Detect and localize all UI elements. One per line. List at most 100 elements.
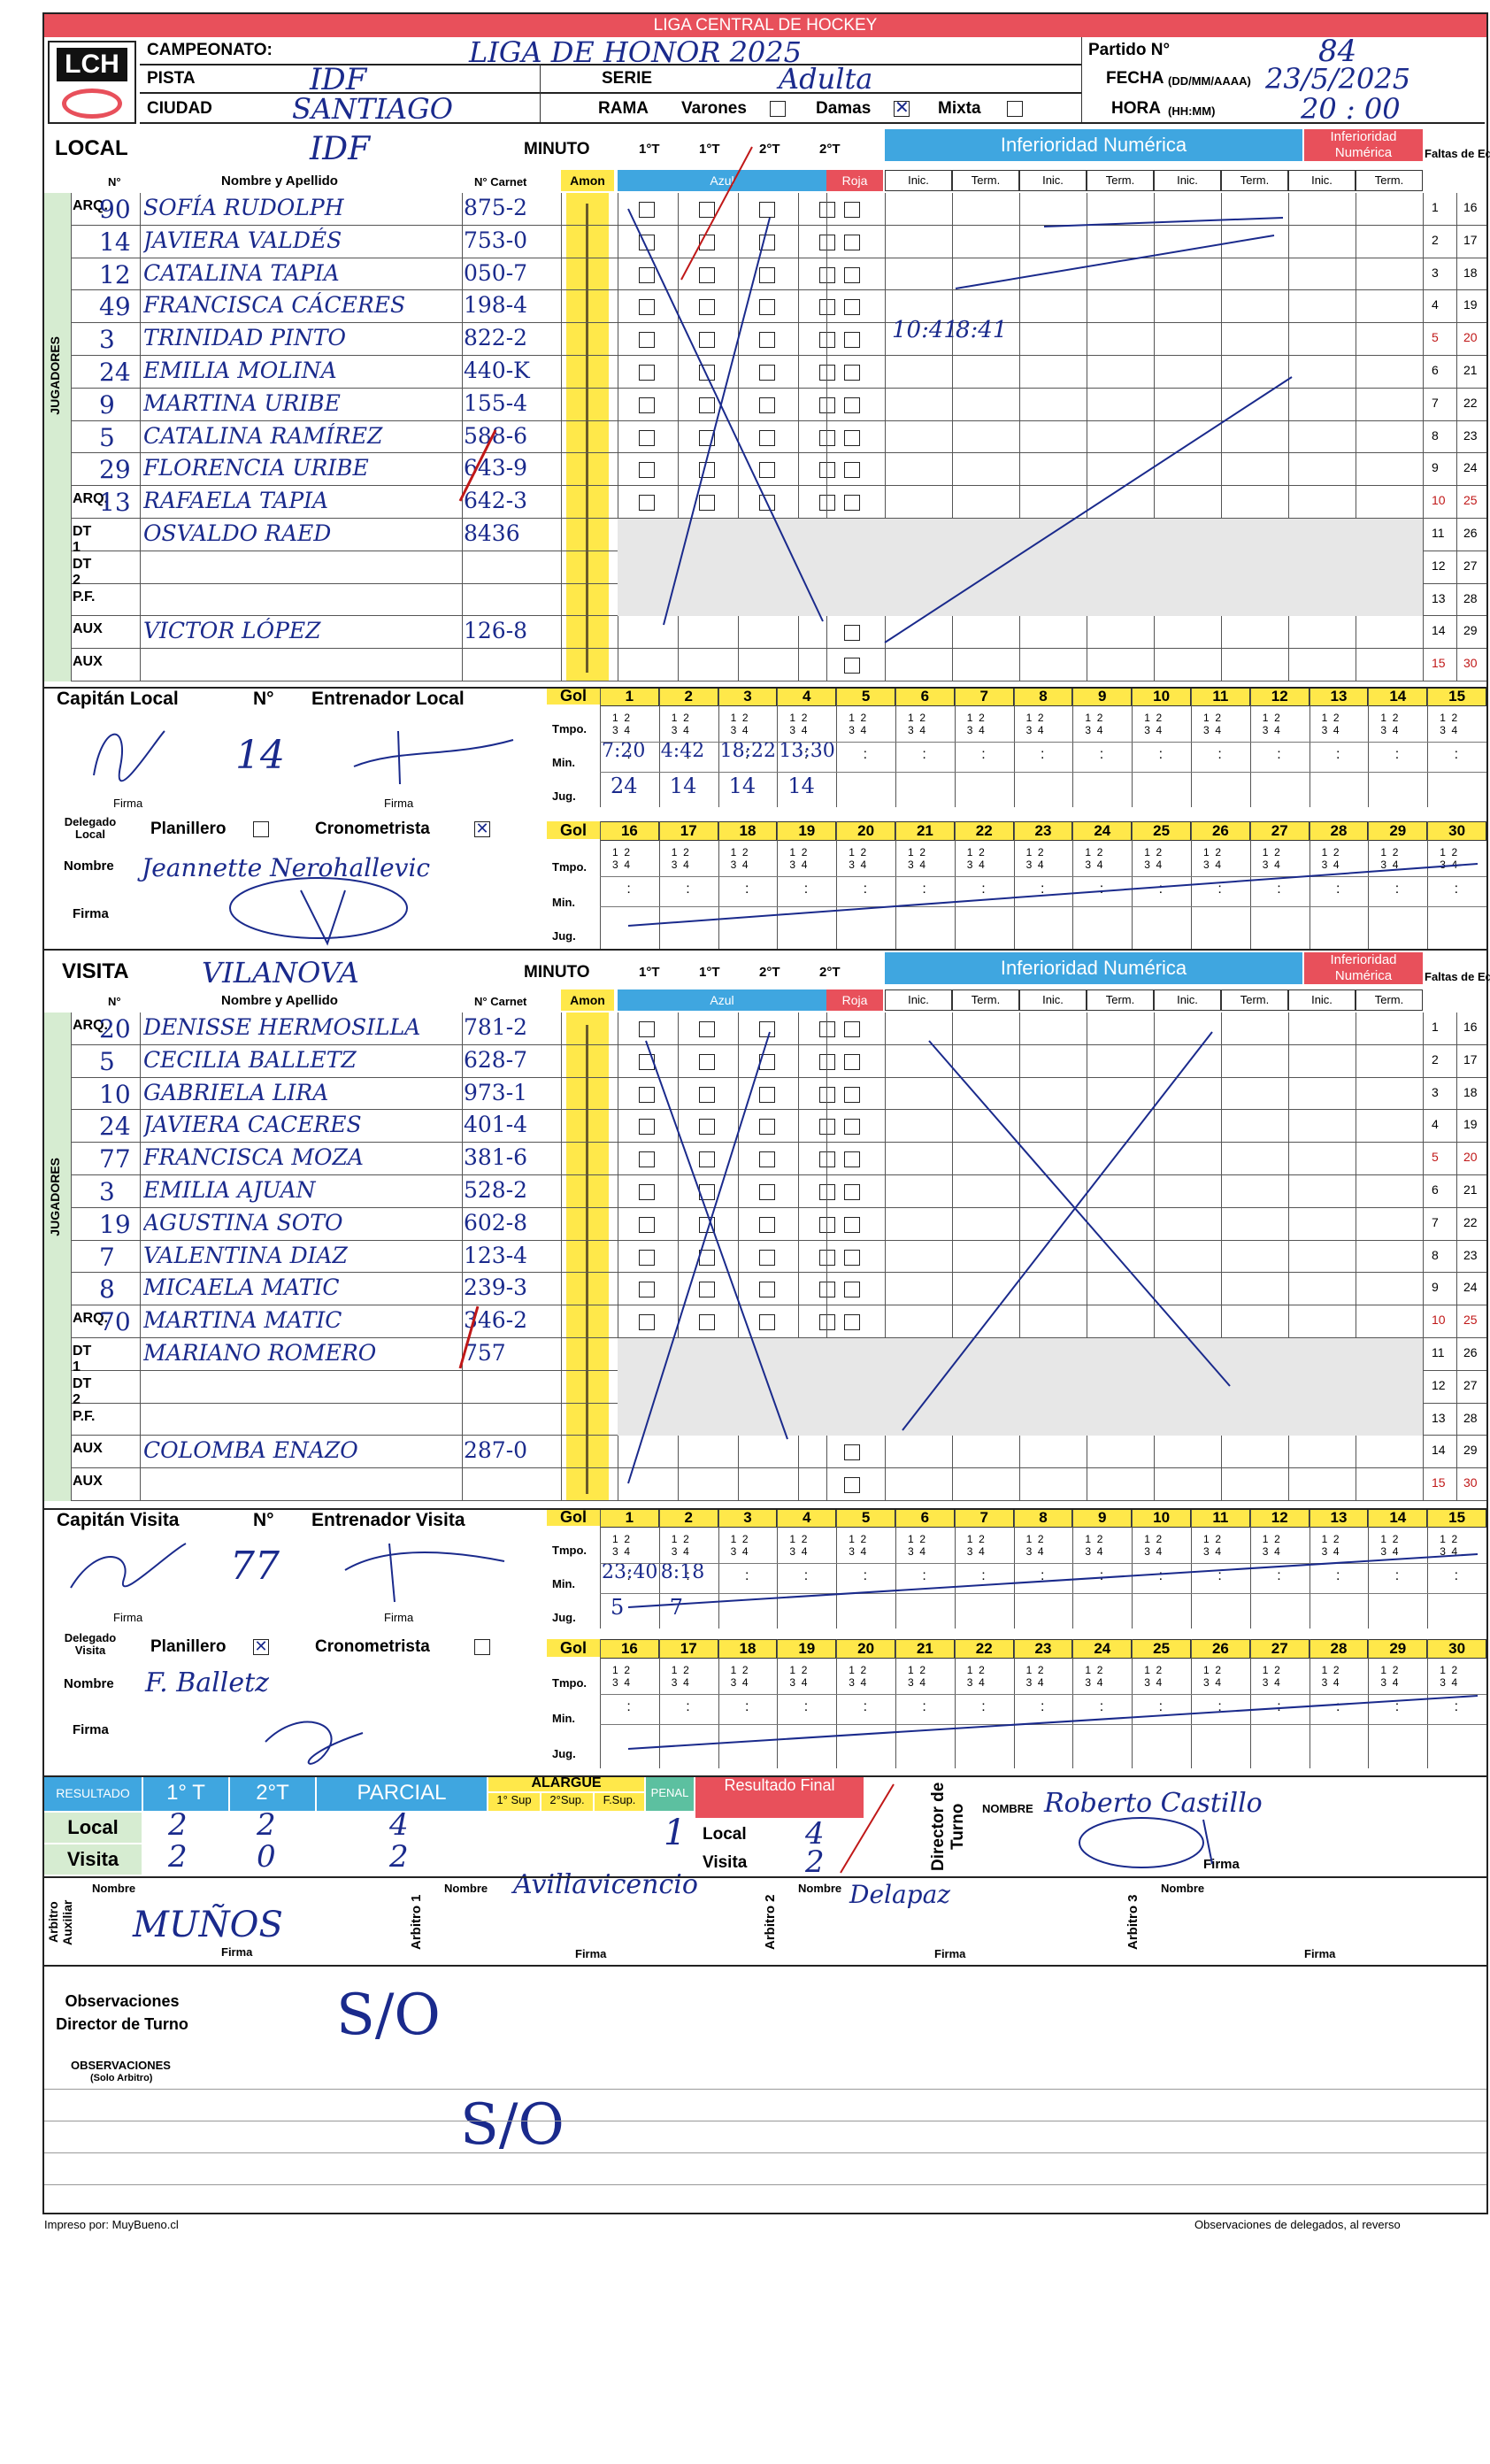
card-checkbox[interactable] [759,1151,775,1168]
red-card-checkbox[interactable] [844,462,860,479]
card-checkbox[interactable] [639,266,655,283]
card-checkbox[interactable] [819,202,835,218]
red-card-checkbox[interactable] [844,332,860,349]
card-checkbox[interactable] [819,1184,835,1200]
red-card-checkbox[interactable] [844,1444,860,1461]
planillero-checkbox-v-checked[interactable]: ✕ [253,1637,269,1655]
card-checkbox[interactable] [699,1021,715,1037]
red-card-checkbox[interactable] [844,1053,860,1070]
red-card-checkbox[interactable] [844,1151,860,1168]
card-checkbox[interactable] [819,397,835,413]
red-card-checkbox[interactable] [844,266,860,283]
red-card-checkbox[interactable] [844,1086,860,1103]
planillero-checkbox[interactable] [253,821,269,837]
card-checkbox[interactable] [759,397,775,413]
card-checkbox[interactable] [699,397,715,413]
red-card-checkbox[interactable] [844,658,860,674]
card-checkbox[interactable] [759,1249,775,1266]
card-checkbox[interactable] [699,1053,715,1070]
card-checkbox[interactable] [819,429,835,446]
card-checkbox[interactable] [819,1119,835,1136]
red-card-checkbox[interactable] [844,495,860,512]
card-checkbox[interactable] [819,365,835,381]
card-checkbox[interactable] [819,495,835,512]
card-checkbox[interactable] [639,397,655,413]
card-checkbox[interactable] [639,202,655,218]
card-checkbox[interactable] [759,1184,775,1200]
card-checkbox[interactable] [819,1282,835,1298]
red-card-checkbox[interactable] [844,1021,860,1037]
card-checkbox[interactable] [699,1086,715,1103]
card-checkbox[interactable] [759,1086,775,1103]
red-card-checkbox[interactable] [844,202,860,218]
card-checkbox[interactable] [639,1086,655,1103]
card-checkbox[interactable] [819,1249,835,1266]
red-card-checkbox[interactable] [844,1477,860,1494]
card-checkbox[interactable] [699,1119,715,1136]
card-checkbox[interactable] [819,1151,835,1168]
red-card-checkbox[interactable] [844,234,860,250]
card-checkbox[interactable] [639,1314,655,1331]
card-checkbox[interactable] [639,1282,655,1298]
card-checkbox[interactable] [759,266,775,283]
card-checkbox[interactable] [759,299,775,316]
card-checkbox[interactable] [759,365,775,381]
card-checkbox[interactable] [759,332,775,349]
card-checkbox[interactable] [699,1282,715,1298]
card-checkbox[interactable] [699,332,715,349]
card-checkbox[interactable] [819,1314,835,1331]
card-checkbox[interactable] [639,299,655,316]
red-card-checkbox[interactable] [844,299,860,316]
card-checkbox[interactable] [759,1282,775,1298]
red-card-checkbox[interactable] [844,1249,860,1266]
cronometrista-checkbox-checked[interactable]: ✕ [474,820,490,837]
card-checkbox[interactable] [699,299,715,316]
card-checkbox[interactable] [759,202,775,218]
rama-varones-checkbox[interactable] [770,101,786,117]
red-card-checkbox[interactable] [844,397,860,413]
card-checkbox[interactable] [759,462,775,479]
card-checkbox[interactable] [639,365,655,381]
card-checkbox[interactable] [819,1053,835,1070]
red-card-checkbox[interactable] [844,1184,860,1200]
card-checkbox[interactable] [639,429,655,446]
red-card-checkbox[interactable] [844,1282,860,1298]
rama-mixta-checkbox[interactable] [1007,101,1023,117]
card-checkbox[interactable] [759,1314,775,1331]
card-checkbox[interactable] [759,1119,775,1136]
red-card-checkbox[interactable] [844,625,860,642]
card-checkbox[interactable] [819,1216,835,1233]
card-checkbox[interactable] [699,495,715,512]
red-card-checkbox[interactable] [844,429,860,446]
card-checkbox[interactable] [639,462,655,479]
player-name: AGUSTINA SOTO [143,1209,343,1236]
card-checkbox[interactable] [639,1021,655,1037]
card-checkbox[interactable] [639,1151,655,1168]
card-checkbox[interactable] [819,332,835,349]
card-checkbox[interactable] [819,266,835,283]
card-checkbox[interactable] [699,1314,715,1331]
cronometrista-checkbox-v[interactable] [474,1639,490,1655]
card-checkbox[interactable] [699,1151,715,1168]
card-checkbox[interactable] [819,1021,835,1037]
card-checkbox[interactable] [639,1119,655,1136]
card-checkbox[interactable] [819,299,835,316]
card-checkbox[interactable] [759,1021,775,1037]
card-checkbox[interactable] [639,1184,655,1200]
card-checkbox[interactable] [699,266,715,283]
red-card-checkbox[interactable] [844,1314,860,1331]
card-checkbox[interactable] [819,234,835,250]
red-card-checkbox[interactable] [844,1119,860,1136]
card-checkbox[interactable] [699,202,715,218]
card-checkbox[interactable] [819,1086,835,1103]
card-checkbox[interactable] [639,495,655,512]
red-card-checkbox[interactable] [844,365,860,381]
card-checkbox[interactable] [639,332,655,349]
card-checkbox[interactable] [759,1216,775,1233]
card-checkbox[interactable] [819,462,835,479]
card-checkbox[interactable] [759,429,775,446]
card-checkbox[interactable] [639,1249,655,1266]
rama-damas-checkbox-checked[interactable]: ✕ [894,98,910,118]
card-checkbox[interactable] [639,1216,655,1233]
red-card-checkbox[interactable] [844,1216,860,1233]
